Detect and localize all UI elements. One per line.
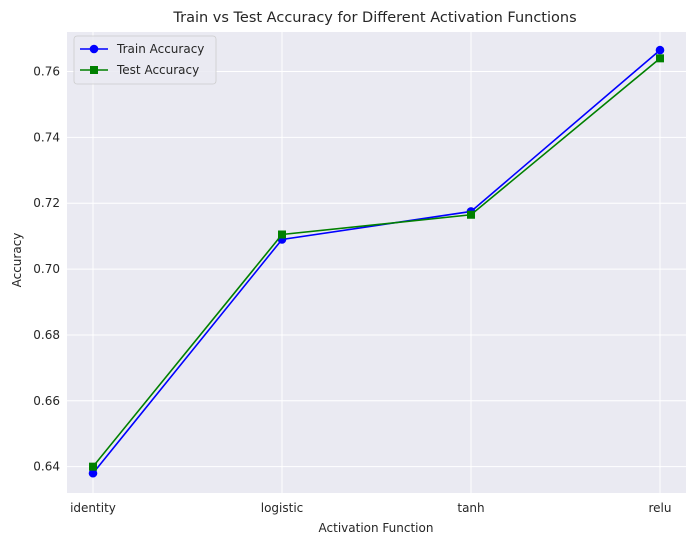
series-line-train <box>92 49 661 474</box>
y-tick-label: 0.68 <box>33 328 60 342</box>
x-tick-label: identity <box>70 501 116 515</box>
y-tick-label: 0.64 <box>33 460 60 474</box>
y-tick-label: 0.76 <box>33 65 60 79</box>
data-point <box>278 230 286 239</box>
y-tick-label: 0.74 <box>33 130 60 144</box>
data-point <box>89 462 97 471</box>
series-layer <box>88 45 665 478</box>
x-tick-label: relu <box>649 501 672 515</box>
tick-labels: 0.64 0.66 0.68 0.70 0.72 0.74 0.76 identity logi… <box>33 65 671 515</box>
data-point <box>656 54 664 63</box>
legend-label: Train Accuracy <box>116 42 204 56</box>
legend-box <box>73 35 217 85</box>
x-tick-label: logistic <box>261 501 304 515</box>
y-tick-label: 0.72 <box>33 196 60 210</box>
data-point <box>655 45 665 55</box>
series-line-test <box>92 57 661 468</box>
x-tick-label: tanh <box>457 501 484 515</box>
legend-marker <box>90 66 98 74</box>
data-point <box>467 210 475 219</box>
y-tick-label: 0.66 <box>33 394 60 408</box>
x-axis-label: Activation Function <box>319 521 434 535</box>
chart-title: Train vs Test Accuracy for Different Act… <box>172 10 576 26</box>
legend-marker <box>89 44 99 54</box>
legend: Train Accuracy Test Accuracy <box>73 35 217 85</box>
legend-label: Test Accuracy <box>116 63 199 77</box>
y-axis-label: Accuracy <box>10 233 24 288</box>
plot-area <box>67 32 686 493</box>
data-point <box>88 468 98 478</box>
y-tick-label: 0.70 <box>33 262 60 276</box>
